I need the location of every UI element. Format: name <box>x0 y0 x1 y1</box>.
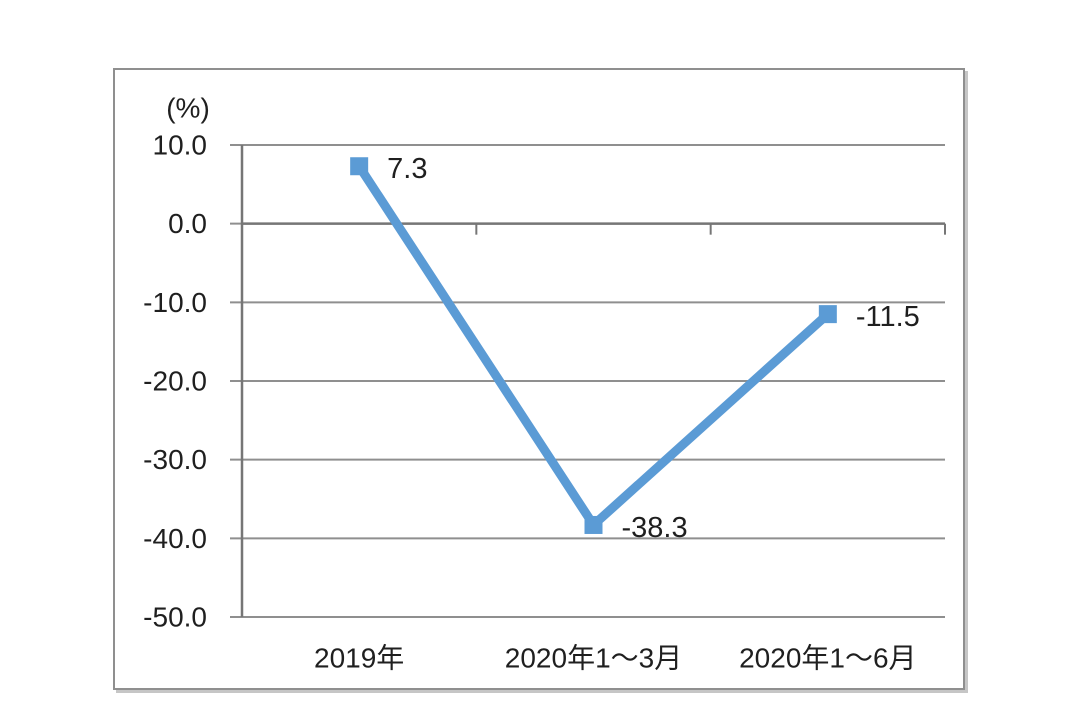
x-category-label: 2020年1～3月 <box>505 643 682 674</box>
data-line <box>355 163 831 530</box>
x-category-label: 2019年 <box>314 643 404 674</box>
y-tick-label: -40.0 <box>143 523 207 554</box>
data-label: 7.3 <box>387 153 427 185</box>
y-tick-label: -10.0 <box>143 287 207 318</box>
line-chart: 7.3 -38.3 -11.5 10.0 0.0 -10.0 -20.0 -30.0 -40.0… <box>143 93 946 674</box>
y-tick-label: -20.0 <box>143 366 207 397</box>
y-tick-label: -30.0 <box>143 444 207 475</box>
data-point-marker <box>584 515 603 534</box>
data-label: -11.5 <box>856 301 920 333</box>
data-point-marker <box>818 305 837 324</box>
y-tick-label: 10.0 <box>153 130 208 161</box>
data-label: -38.3 <box>622 512 688 544</box>
x-category-label: 2020年1～6月 <box>739 643 916 674</box>
chart-box: 7.3 -38.3 -11.5 10.0 0.0 -10.0 -20.0 -30.0 -40.0… <box>113 68 965 690</box>
y-tick-label: -50.0 <box>143 602 207 633</box>
y-tick-label: 0.0 <box>168 208 207 239</box>
unit-label: (%) <box>166 93 210 124</box>
data-point-marker <box>350 157 369 176</box>
